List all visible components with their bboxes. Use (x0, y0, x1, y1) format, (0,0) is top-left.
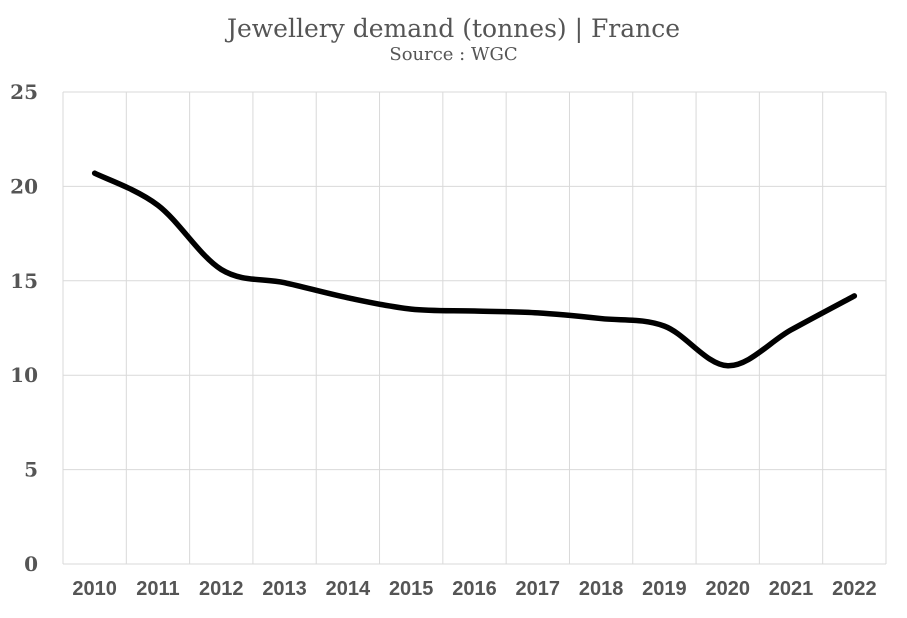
x-tick-label: 2022 (832, 578, 877, 600)
y-tick-label: 25 (10, 80, 38, 104)
x-tick-label: 2013 (262, 578, 307, 600)
series-line (91, 170, 858, 369)
y-tick-label: 10 (10, 363, 38, 387)
x-tick-label: 2019 (642, 578, 687, 600)
x-tick-label: 2015 (389, 578, 434, 600)
y-tick-label: 20 (10, 174, 38, 198)
y-tick-label: 15 (10, 269, 38, 293)
x-tick-label: 2021 (769, 578, 814, 600)
y-tick-label: 0 (24, 552, 38, 576)
x-tick-label: 2017 (516, 578, 561, 600)
x-tick-label: 2012 (199, 578, 244, 600)
x-tick-label: 2011 (136, 578, 179, 600)
x-tick-label: 2020 (705, 578, 750, 600)
chart-header: Jewellery demand (tonnes) | France Sourc… (0, 14, 907, 66)
x-tick-label: 2014 (326, 578, 371, 600)
chart-subtitle: Source : WGC (389, 44, 518, 65)
x-tick-label: 2010 (72, 578, 117, 600)
x-tick-label: 2018 (579, 578, 624, 600)
chart-title: Jewellery demand (tonnes) | France (226, 14, 681, 43)
x-tick-label: 2016 (452, 578, 497, 600)
y-tick-label: 5 (24, 458, 38, 482)
